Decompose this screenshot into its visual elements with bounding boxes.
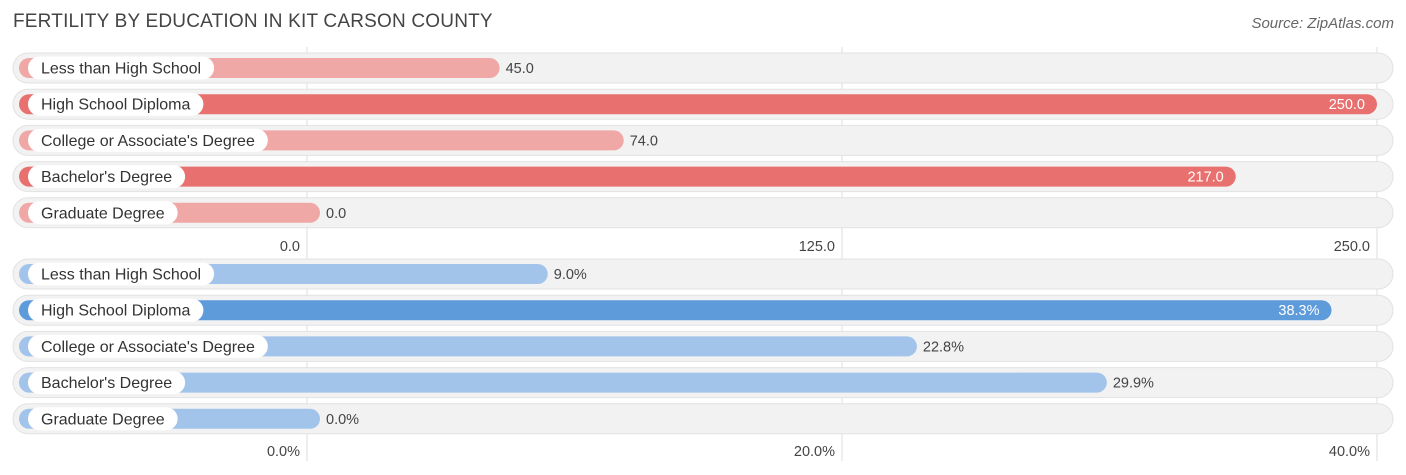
value-label: 22.8% bbox=[923, 339, 964, 355]
value-label: 9.0% bbox=[554, 267, 587, 283]
category-label: Graduate Degree bbox=[41, 411, 165, 428]
category-label: Bachelor's Degree bbox=[41, 375, 172, 392]
category-label: Graduate Degree bbox=[41, 205, 165, 222]
tick-label: 20.0% bbox=[794, 444, 835, 460]
category-label-pill bbox=[28, 334, 268, 358]
category-label-pill bbox=[28, 262, 215, 286]
value-label: 74.0 bbox=[630, 133, 658, 149]
bar bbox=[19, 300, 1332, 321]
category-label: High School Diploma bbox=[41, 303, 191, 320]
category-label: High School Diploma bbox=[41, 97, 191, 114]
tick-label: 0.0 bbox=[280, 239, 300, 255]
category-label-pill bbox=[28, 56, 215, 80]
row-background bbox=[12, 197, 1394, 229]
value-label: 38.3% bbox=[1278, 303, 1319, 319]
category-label: Less than High School bbox=[41, 267, 201, 284]
tick-label: 0.0% bbox=[267, 444, 300, 460]
bar bbox=[19, 166, 1236, 187]
value-label: 0.0 bbox=[326, 206, 346, 222]
category-label-pill bbox=[28, 92, 204, 116]
category-label-pill bbox=[28, 298, 204, 322]
source-label: Source: ZipAtlas.com bbox=[1251, 15, 1394, 32]
bar bbox=[19, 94, 1377, 115]
category-label-pill bbox=[28, 201, 178, 225]
chart-panel-1: Less than High School 45.0 High School Dip… bbox=[12, 47, 1394, 258]
category-label-pill bbox=[28, 407, 178, 431]
chart-title: FERTILITY BY EDUCATION IN KIT CARSON COU… bbox=[13, 11, 493, 32]
value-label: 0.0% bbox=[326, 412, 359, 428]
value-label: 217.0 bbox=[1187, 170, 1223, 186]
category-label-pill bbox=[28, 128, 268, 152]
category-label: College or Associate's Degree bbox=[41, 339, 255, 356]
category-label-pill bbox=[28, 165, 186, 189]
category-label: College or Associate's Degree bbox=[41, 133, 255, 150]
tick-label: 40.0% bbox=[1329, 444, 1370, 460]
category-label: Less than High School bbox=[41, 61, 201, 78]
category-label: Bachelor's Degree bbox=[41, 169, 172, 186]
category-label-pill bbox=[28, 371, 186, 395]
chart-panel-2: Less than High School 9.0% High School Dip… bbox=[12, 253, 1394, 461]
tick-label: 250.0 bbox=[1334, 239, 1370, 255]
value-label: 45.0 bbox=[506, 61, 534, 77]
tick-label: 125.0 bbox=[799, 239, 835, 255]
row-background bbox=[12, 403, 1394, 435]
value-label: 250.0 bbox=[1329, 97, 1365, 113]
value-label: 29.9% bbox=[1113, 376, 1154, 392]
bar bbox=[19, 372, 1107, 393]
